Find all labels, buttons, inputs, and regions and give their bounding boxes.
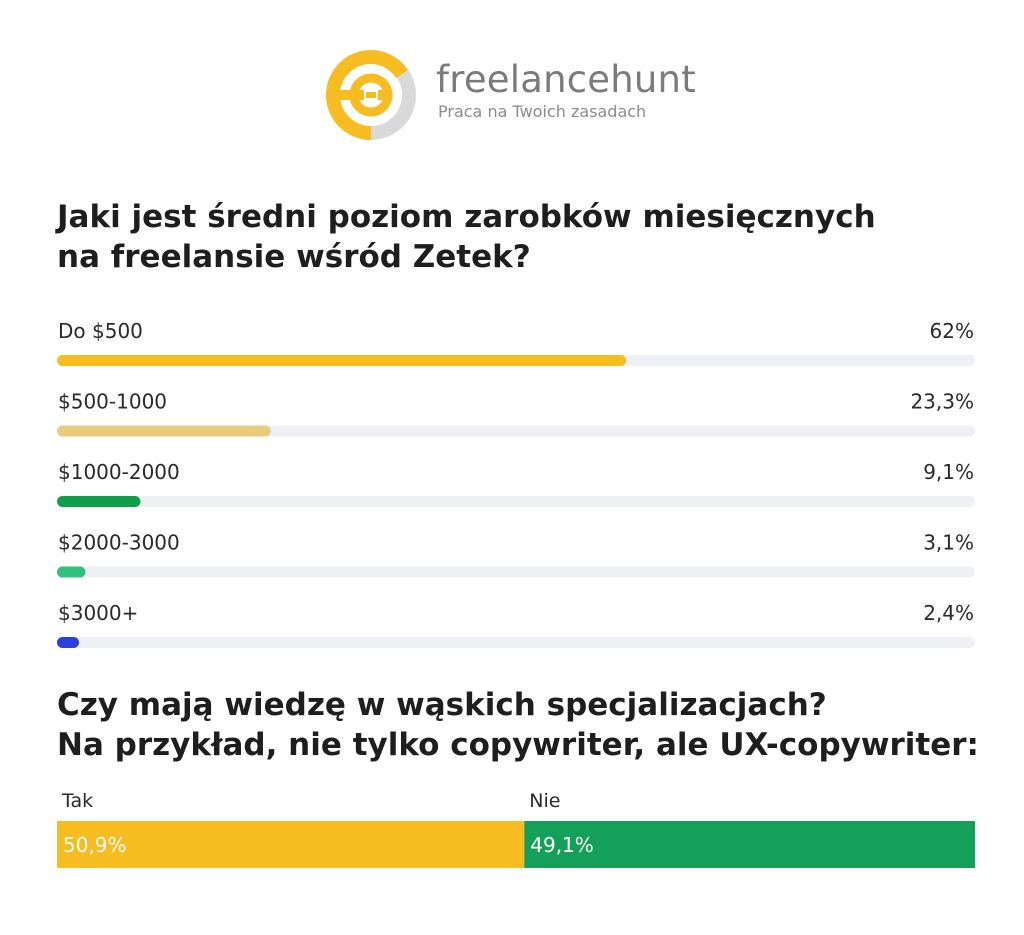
category-label: $3000+ — [58, 601, 138, 625]
bar-row: Do $500 62% — [57, 319, 975, 366]
freelancehunt-logo-icon — [326, 50, 416, 140]
bar-row: $3000+ 2,4% — [57, 601, 975, 648]
brand-name: freelancehunt — [436, 58, 696, 101]
bar-track — [57, 496, 975, 507]
value-label: 2,4% — [923, 601, 974, 625]
stacked-segment: Nie 49,1% — [524, 790, 975, 868]
earnings-question-line-1: Jaki jest średni poziom zarobków miesięc… — [57, 199, 876, 235]
bar — [57, 496, 141, 507]
bar-track — [57, 637, 975, 648]
value-label: 62% — [930, 319, 974, 343]
specialization-question-line-2: Na przykład, nie tylko copywriter, ale U… — [57, 727, 979, 763]
value-label: 23,3% — [910, 390, 974, 414]
specialization-question-line-1: Czy mają wiedzę w wąskich specjalizacjac… — [57, 687, 827, 723]
bar — [57, 355, 627, 366]
bar — [57, 637, 80, 648]
specialization-question-title: Czy mają wiedzę w wąskich specjalizacjac… — [57, 685, 979, 765]
segment-category-label: Tak — [61, 790, 93, 812]
segment-value-label: 50,9% — [63, 833, 127, 857]
brand-tagline: Praca na Twoich zasadach — [438, 102, 647, 121]
stacked-segment: Tak 50,9% — [57, 790, 525, 868]
value-label: 3,1% — [923, 531, 974, 555]
category-label: $2000-3000 — [58, 531, 180, 555]
specialization-stacked-bar: Tak 50,9% Nie 49,1% — [57, 790, 975, 868]
earnings-question-title: Jaki jest średni poziom zarobków miesięc… — [57, 197, 876, 277]
earnings-bar-chart: Do $500 62% $500-1000 23,3% $1000-2000 9,1% $2… — [57, 319, 975, 648]
value-label: 9,1% — [923, 460, 974, 484]
segment-category-label: Nie — [529, 790, 560, 812]
bar-row: $500-1000 23,3% — [57, 390, 975, 437]
bar-track — [57, 566, 975, 578]
earnings-question-line-2: na freelansie wśród Zetek? — [57, 239, 531, 275]
bar — [57, 566, 86, 578]
bar-row: $2000-3000 3,1% — [57, 531, 975, 578]
category-label: $1000-2000 — [58, 460, 180, 484]
bar-track — [57, 425, 975, 437]
bar-row: $1000-2000 9,1% — [57, 460, 975, 507]
category-label: $500-1000 — [58, 390, 167, 414]
segment-bar — [57, 821, 525, 868]
brand-logo: freelancehunt Praca na Twoich zasadach — [326, 50, 726, 140]
segment-value-label: 49,1% — [530, 833, 594, 857]
bar — [57, 425, 271, 437]
segment-bar — [524, 821, 975, 868]
category-label: Do $500 — [58, 319, 143, 343]
